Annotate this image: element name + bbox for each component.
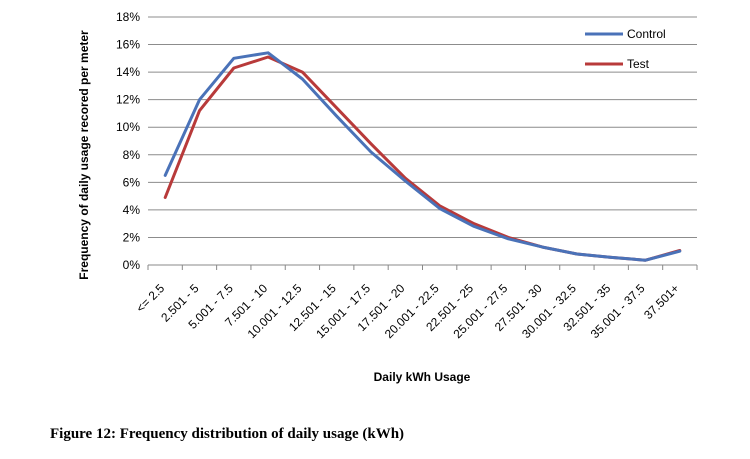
legend-label-test: Test <box>627 57 650 71</box>
y-tick-label: 14% <box>116 65 140 79</box>
y-tick-label: 4% <box>123 203 141 217</box>
series-lines <box>163 51 682 262</box>
series-line-control <box>163 51 682 262</box>
y-tick-label: 18% <box>116 10 140 24</box>
line-chart: 0% 2% 4% 6% 8% 10% 12% 14% 16% 18% <= 2.52.501 - … <box>77 10 698 384</box>
x-tick-labels: <= 2.52.501 - 55.001 - 7.57.501 - 1010.0… <box>133 265 698 341</box>
legend: Control Test <box>585 27 666 71</box>
y-tick-label: 8% <box>123 148 141 162</box>
gridlines <box>148 16 697 238</box>
y-tick-labels: 0% 2% 4% 6% 8% 10% 12% 14% 16% 18% <box>116 10 140 272</box>
y-tick-label: 12% <box>116 93 140 107</box>
legend-label-control: Control <box>627 27 666 41</box>
y-axis-title: Frequency of daily usage recored per met… <box>77 30 91 280</box>
y-tick-label: 6% <box>123 175 141 189</box>
y-tick-label: 10% <box>116 120 140 134</box>
y-tick-label: 2% <box>123 230 141 244</box>
series-line-test <box>163 55 682 262</box>
y-tick-label: 0% <box>123 258 141 272</box>
x-tick-label: 37.501+ <box>641 281 682 322</box>
figure-caption: Figure 12: Frequency distribution of dai… <box>50 426 405 442</box>
y-tick-label: 16% <box>116 38 140 52</box>
x-axis-title: Daily kWh Usage <box>374 370 471 384</box>
